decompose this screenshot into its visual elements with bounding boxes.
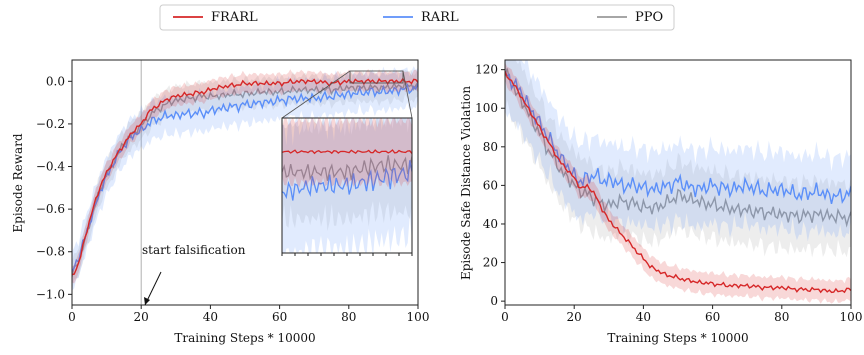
inset-band-ppo bbox=[282, 118, 412, 231]
inset-band-frarl bbox=[282, 118, 412, 188]
inset-line-ppo bbox=[282, 155, 412, 181]
x-tick-label: 80 bbox=[774, 310, 789, 324]
chart-axes: 0 20 40 60 80 100 0 20 40 60 80 100 120 bbox=[475, 63, 862, 324]
x-tick-label: 40 bbox=[636, 310, 651, 324]
y-axis-label: Episode Safe Distance Violation bbox=[459, 86, 473, 280]
inset-plot-area bbox=[281, 118, 413, 256]
legend-label-rarl: RARL bbox=[421, 10, 459, 25]
y-tick-label: −0.6 bbox=[36, 202, 65, 216]
inset-line-frarl bbox=[282, 149, 412, 155]
series-line-frarl bbox=[505, 70, 851, 294]
inset-series-layer bbox=[282, 118, 412, 253]
y-axis-label: Episode Reward bbox=[11, 133, 25, 233]
chart-episode-reward: 0 20 40 60 80 100 −1.0 −0.8 −0.6 −0.4 −0.2 0.0 Trai… bbox=[11, 59, 430, 345]
inset-band-rarl bbox=[282, 118, 412, 253]
series-band-ppo bbox=[505, 60, 851, 258]
series-band-frarl bbox=[505, 62, 851, 304]
x-tick-label: 100 bbox=[407, 310, 430, 324]
x-tick-label: 100 bbox=[840, 310, 863, 324]
x-axis-label: Training Steps * 10000 bbox=[174, 331, 315, 345]
inset-connector bbox=[281, 70, 351, 119]
x-tick-label: 60 bbox=[272, 310, 287, 324]
series-band-ppo bbox=[72, 67, 418, 292]
inset-source-box bbox=[349, 70, 404, 84]
chart-axes: 0 20 40 60 80 100 −1.0 −0.8 −0.6 −0.4 −0.2 0.0 bbox=[36, 74, 430, 324]
chart-plot-area bbox=[72, 60, 418, 305]
x-tick-label: 40 bbox=[203, 310, 218, 324]
annotation-start-falsification: start falsification bbox=[142, 243, 246, 257]
y-tick-label: 100 bbox=[475, 101, 498, 115]
inset-line-rarl bbox=[282, 160, 412, 201]
series-line-rarl bbox=[505, 70, 851, 205]
inset-connector bbox=[402, 70, 413, 119]
y-tick-label: 40 bbox=[483, 217, 498, 231]
y-tick-label: 80 bbox=[483, 140, 498, 154]
y-tick-label: 120 bbox=[475, 63, 498, 77]
plot-frame bbox=[504, 59, 852, 306]
annotation-arrow-head bbox=[144, 297, 150, 305]
y-tick-label: 20 bbox=[483, 256, 498, 270]
x-tick-label: 20 bbox=[567, 310, 582, 324]
x-axis-label: Training Steps * 10000 bbox=[607, 331, 748, 345]
legend-label-ppo: PPO bbox=[635, 10, 663, 25]
inset-zoom bbox=[281, 70, 413, 256]
series-line-ppo bbox=[505, 68, 851, 228]
y-tick-label: 60 bbox=[483, 178, 498, 192]
x-tick-label: 0 bbox=[68, 310, 76, 324]
plot-frame bbox=[71, 59, 419, 306]
x-tick-label: 20 bbox=[134, 310, 149, 324]
inset-frame bbox=[281, 117, 413, 254]
y-tick-label: −0.8 bbox=[36, 245, 65, 259]
series-layer bbox=[72, 60, 418, 305]
legend-label-frarl: FRARL bbox=[211, 10, 258, 25]
legend-frame bbox=[159, 4, 675, 31]
x-tick-label: 80 bbox=[341, 310, 356, 324]
y-tick-label: −1.0 bbox=[36, 287, 65, 301]
chart-plot-area bbox=[505, 60, 851, 304]
x-tick-label: 0 bbox=[501, 310, 509, 324]
chart-safe-distance-violation: 0 20 40 60 80 100 0 20 40 60 80 100 120 Training Ste… bbox=[459, 59, 862, 345]
series-band-rarl bbox=[72, 66, 418, 291]
y-tick-label: −0.2 bbox=[36, 117, 65, 131]
series-line-frarl bbox=[72, 77, 418, 276]
x-tick-label: 60 bbox=[705, 310, 720, 324]
y-tick-label: −0.4 bbox=[36, 160, 66, 174]
series-band-rarl bbox=[505, 60, 851, 242]
legend: FRARL RARL PPO bbox=[159, 4, 675, 31]
series-layer bbox=[505, 60, 851, 304]
y-tick-label: 0.0 bbox=[46, 74, 65, 88]
y-tick-label: 0 bbox=[490, 294, 498, 308]
